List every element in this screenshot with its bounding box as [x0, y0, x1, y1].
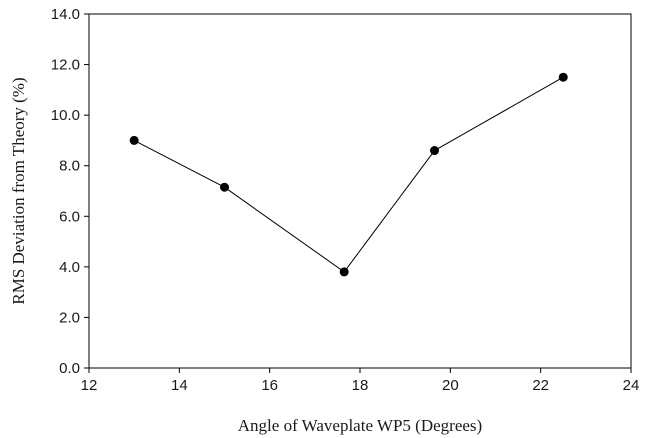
x-tick-label: 24: [623, 377, 640, 394]
x-tick-label: 14: [171, 377, 188, 394]
data-point: [220, 182, 229, 192]
y-tick-label: 0.0: [59, 360, 80, 377]
x-tick-label: 16: [261, 377, 278, 394]
x-tick-label: 22: [532, 377, 549, 394]
series-group: [129, 72, 568, 277]
x-tick-label: 20: [442, 377, 459, 394]
data-point: [558, 72, 568, 82]
data-point: [339, 267, 349, 277]
x-tick-label: 12: [81, 377, 98, 394]
y-tick-label: 6.0: [59, 208, 80, 225]
data-point: [430, 146, 440, 156]
series-line: [133, 76, 564, 273]
plot-border: [88, 13, 632, 369]
x-axis-title: Angle of Waveplate WP5 (Degrees): [238, 416, 482, 435]
y-tick-label: 14.0: [51, 6, 80, 23]
y-tick-label: 2.0: [59, 309, 80, 326]
y-tick-label: 4.0: [59, 259, 80, 276]
y-tick-label: 10.0: [51, 107, 80, 124]
x-axis: 12 14 16 18 20 22 24: [81, 368, 640, 394]
y-tick-label: 12.0: [51, 57, 80, 74]
y-tick-label: 8.0: [59, 158, 80, 175]
y-axis: 0.0 2.0 4.0 6.0 8.0 10.0 12.0 14.0: [51, 6, 89, 377]
y-axis-title: RMS Deviation from Theory (%): [9, 77, 28, 304]
data-point: [129, 135, 139, 145]
plot-frame: [88, 13, 632, 369]
x-tick-label: 18: [352, 377, 369, 394]
